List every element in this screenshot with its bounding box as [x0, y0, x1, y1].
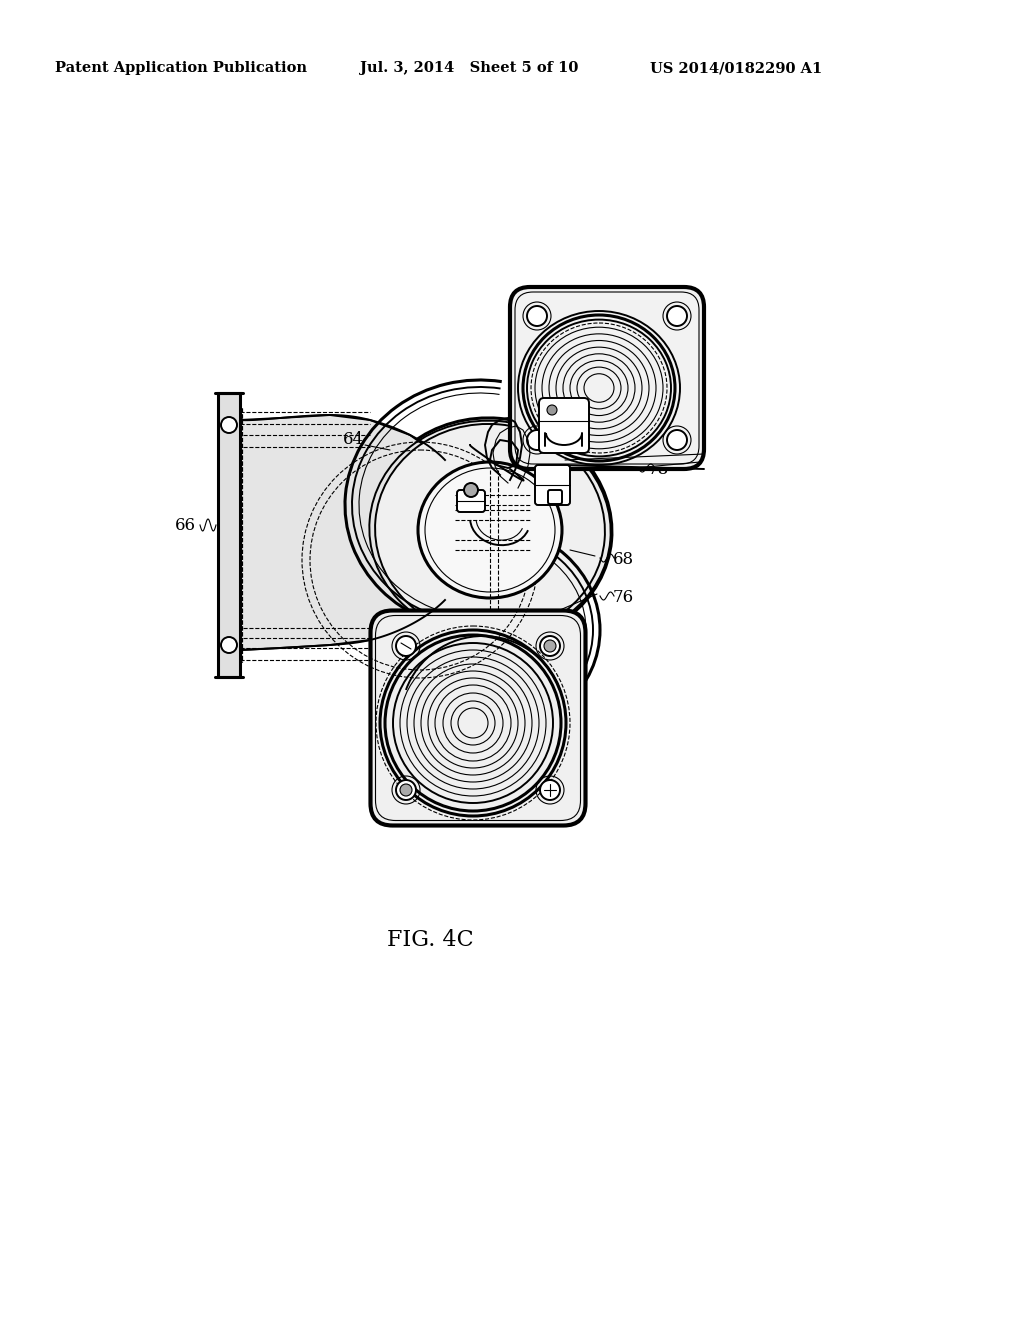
Circle shape — [527, 306, 547, 326]
Text: 64: 64 — [343, 432, 365, 449]
Circle shape — [667, 306, 687, 326]
FancyBboxPatch shape — [510, 286, 705, 469]
Ellipse shape — [418, 462, 562, 598]
Text: Patent Application Publication: Patent Application Publication — [55, 61, 307, 75]
Text: 76: 76 — [613, 590, 634, 606]
Text: 68: 68 — [613, 552, 634, 569]
Circle shape — [547, 405, 557, 414]
Polygon shape — [240, 414, 445, 649]
Circle shape — [540, 780, 560, 800]
Circle shape — [540, 636, 560, 656]
Ellipse shape — [368, 418, 612, 642]
Circle shape — [396, 636, 416, 656]
Circle shape — [527, 430, 547, 450]
FancyBboxPatch shape — [371, 610, 586, 825]
Ellipse shape — [375, 424, 605, 636]
FancyBboxPatch shape — [548, 490, 562, 504]
Circle shape — [464, 483, 478, 498]
Circle shape — [544, 640, 556, 652]
Text: US 2014/0182290 A1: US 2014/0182290 A1 — [650, 61, 822, 75]
Circle shape — [667, 430, 687, 450]
Bar — [218, 393, 240, 677]
Text: FIG. 4C: FIG. 4C — [387, 929, 473, 950]
Text: 66: 66 — [175, 516, 196, 533]
FancyBboxPatch shape — [539, 399, 589, 453]
Text: Jul. 3, 2014   Sheet 5 of 10: Jul. 3, 2014 Sheet 5 of 10 — [360, 61, 579, 75]
Circle shape — [221, 638, 237, 653]
Circle shape — [400, 784, 412, 796]
FancyBboxPatch shape — [457, 490, 485, 512]
FancyBboxPatch shape — [535, 465, 570, 506]
Text: 78: 78 — [648, 462, 670, 479]
Circle shape — [396, 780, 416, 800]
Circle shape — [221, 417, 237, 433]
